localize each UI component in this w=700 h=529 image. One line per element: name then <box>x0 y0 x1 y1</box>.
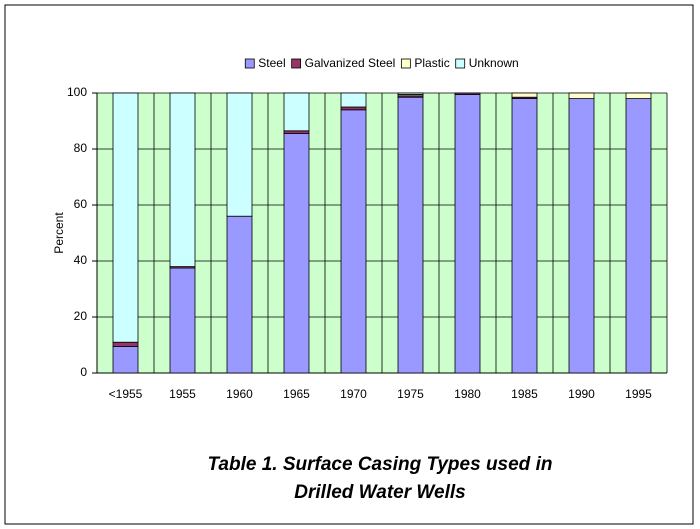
legend-swatch <box>455 58 466 69</box>
bar-segment <box>625 98 652 374</box>
y-tick-label: 100 <box>67 85 87 99</box>
legend-swatch <box>244 58 255 69</box>
bar-segment <box>454 92 481 95</box>
y-tick-label: 20 <box>74 309 88 323</box>
x-tick-label: 1990 <box>568 387 595 401</box>
bar-segment <box>625 92 652 99</box>
bar-segment <box>340 109 367 374</box>
bar-segment <box>226 92 253 217</box>
bar-segment <box>454 94 481 374</box>
caption: Drilled Water Wells <box>294 482 465 503</box>
bar-segment <box>397 92 424 95</box>
x-tick-label: 1980 <box>454 387 481 401</box>
x-tick-label: <1955 <box>109 387 143 401</box>
bar-segment <box>112 345 139 374</box>
y-tick-label: 0 <box>80 365 87 379</box>
bar-segment <box>340 106 367 111</box>
bar-segment <box>340 92 367 108</box>
legend-swatch <box>291 58 302 69</box>
x-tick-label: 1955 <box>169 387 196 401</box>
bar-segment <box>169 267 196 374</box>
bar-segment <box>511 92 538 98</box>
bar-segment <box>397 96 424 374</box>
bar-segment <box>283 130 310 135</box>
y-tick-label: 60 <box>74 197 88 211</box>
legend-swatch <box>400 58 411 69</box>
bar-segment <box>283 133 310 374</box>
x-tick-label: 1965 <box>283 387 310 401</box>
y-tick-label: 40 <box>74 253 88 267</box>
x-tick-label: 1960 <box>226 387 253 401</box>
bar-segment <box>283 92 310 132</box>
bar-segment <box>568 92 595 99</box>
caption: Table 1. Surface Casing Types used in <box>208 454 553 475</box>
x-tick-label: 1985 <box>511 387 538 401</box>
bar-segment <box>112 341 139 347</box>
bar-segment <box>226 215 253 374</box>
bar-segment <box>169 92 196 268</box>
x-tick-label: 1975 <box>397 387 424 401</box>
legend-label: Unknown <box>469 56 519 70</box>
x-tick-label: 1995 <box>625 387 652 401</box>
y-tick-label: 80 <box>74 141 88 155</box>
bar-segment <box>568 98 595 374</box>
legend-label: Steel <box>258 56 285 70</box>
legend-label: Galvanized Steel <box>305 56 396 70</box>
bar-segment <box>511 98 538 374</box>
x-tick-label: 1970 <box>340 387 367 401</box>
legend-label: Plastic <box>414 56 449 70</box>
y-axis-label: Percent <box>52 212 66 254</box>
bar-segment <box>112 92 139 343</box>
